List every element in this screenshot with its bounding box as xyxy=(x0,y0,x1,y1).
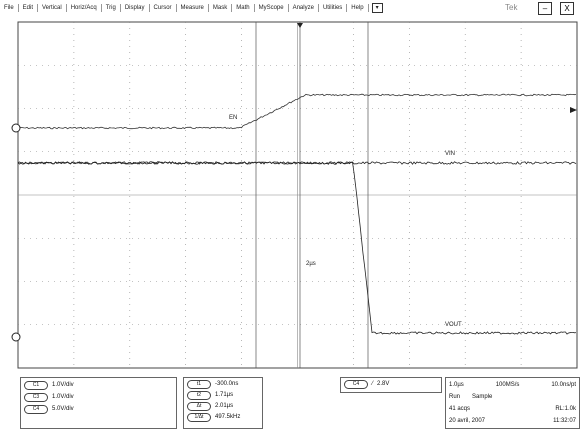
cursor-row: t1 -300.0ns xyxy=(187,379,259,389)
menu-bar: File Edit Vertical Horiz/Acq Trig Display Curs… xyxy=(0,0,583,16)
menu-item[interactable]: Utilities xyxy=(319,4,348,12)
trigger-panel: C4 ⁄ 2.8V xyxy=(340,377,442,393)
trace-en xyxy=(17,93,577,130)
channel-id[interactable]: C3 xyxy=(24,392,48,402)
trigger-level-marker xyxy=(570,107,577,113)
cursor-id[interactable]: 1/Δt xyxy=(187,412,211,422)
menu-item[interactable]: Edit xyxy=(19,4,39,12)
acquisition-panel: 1.0µs 100MS/s 10.0ns/pt Run Sample 41 acqs R… xyxy=(445,377,580,429)
cursor-value: 497.5kHz xyxy=(215,414,241,420)
menu-item[interactable]: Trig xyxy=(102,4,121,12)
menu-item[interactable]: File xyxy=(0,4,19,12)
cursor-id[interactable]: t1 xyxy=(187,379,211,389)
cursor-label: 2µs xyxy=(306,261,316,267)
trigger-source[interactable]: C4 xyxy=(344,379,368,389)
cursor-row: 1/Δt 497.5kHz xyxy=(187,412,259,422)
menu-item[interactable]: Mask xyxy=(209,4,233,12)
ground-marker xyxy=(11,332,21,342)
brand: Tek xyxy=(505,3,518,12)
menu-item[interactable]: MyScope xyxy=(255,4,289,12)
trigger-position xyxy=(297,23,303,28)
cursor-id[interactable]: t2 xyxy=(187,390,211,400)
time: 11:32:07 xyxy=(553,418,576,424)
ground-marker xyxy=(11,123,21,133)
cursor-value: 1.71µs xyxy=(215,392,234,398)
cursor-id[interactable]: Δt xyxy=(187,401,211,411)
graticule: EN VIN VOUT 2µs xyxy=(11,21,578,369)
trigger-level: 2.8V xyxy=(377,381,390,387)
menu-item[interactable]: Vertical xyxy=(38,4,67,12)
menu-item[interactable]: Horiz/Acq xyxy=(67,4,102,12)
run-state: Run xyxy=(449,394,461,400)
timebase: 1.0µs xyxy=(449,382,464,388)
channel-row: C3 1.0V/div xyxy=(24,392,173,402)
acq-mode: Sample xyxy=(472,394,493,400)
menu-item[interactable]: Help xyxy=(347,4,369,12)
channel-id[interactable]: C4 xyxy=(24,404,48,414)
menu-item[interactable]: Display xyxy=(121,4,150,12)
cursor-row: t2 1.71µs xyxy=(187,390,259,400)
trace-vout xyxy=(17,161,577,335)
cursor-panel: t1 -300.0ns t2 1.71µs Δt 2.01µs 1/Δt 497.5kHz xyxy=(183,377,263,429)
channel-scale: 1.0V/div xyxy=(52,382,74,388)
trace-label: VIN xyxy=(445,151,455,157)
channel-panel: C1 1.0V/div C3 1.0V/div C4 5.0V/div xyxy=(20,377,177,429)
cursor-value: -300.0ns xyxy=(215,381,239,387)
trace-label: EN xyxy=(229,115,237,121)
close-button[interactable]: X xyxy=(560,2,574,15)
sample-rate: 100MS/s xyxy=(495,382,520,388)
resolution: 10.0ns/pt xyxy=(551,382,576,388)
date: 20 avril, 2007 xyxy=(449,418,486,424)
menu-dropdown[interactable]: ▾ xyxy=(371,3,383,13)
channel-row: C1 1.0V/div xyxy=(24,380,173,390)
cursor-row: Δt 2.01µs xyxy=(187,401,259,411)
menu-item[interactable]: Analyze xyxy=(289,4,319,12)
cursor-value: 2.01µs xyxy=(215,403,234,409)
channel-scale: 5.0V/div xyxy=(52,406,74,412)
minimize-button[interactable]: – xyxy=(538,2,552,15)
record-length: RL:1.0k xyxy=(555,406,576,412)
menu-item[interactable]: Cursor xyxy=(150,4,177,12)
trigger-slope: ⁄ xyxy=(372,381,374,387)
channel-id[interactable]: C1 xyxy=(24,380,48,390)
channel-row: C4 5.0V/div xyxy=(24,404,173,414)
menu-item[interactable]: Measure xyxy=(177,4,209,12)
trace-label: VOUT xyxy=(445,322,462,328)
acq-count: 41 acqs xyxy=(449,406,471,412)
menu-item[interactable]: Math xyxy=(232,4,255,12)
channel-scale: 1.0V/div xyxy=(52,394,74,400)
